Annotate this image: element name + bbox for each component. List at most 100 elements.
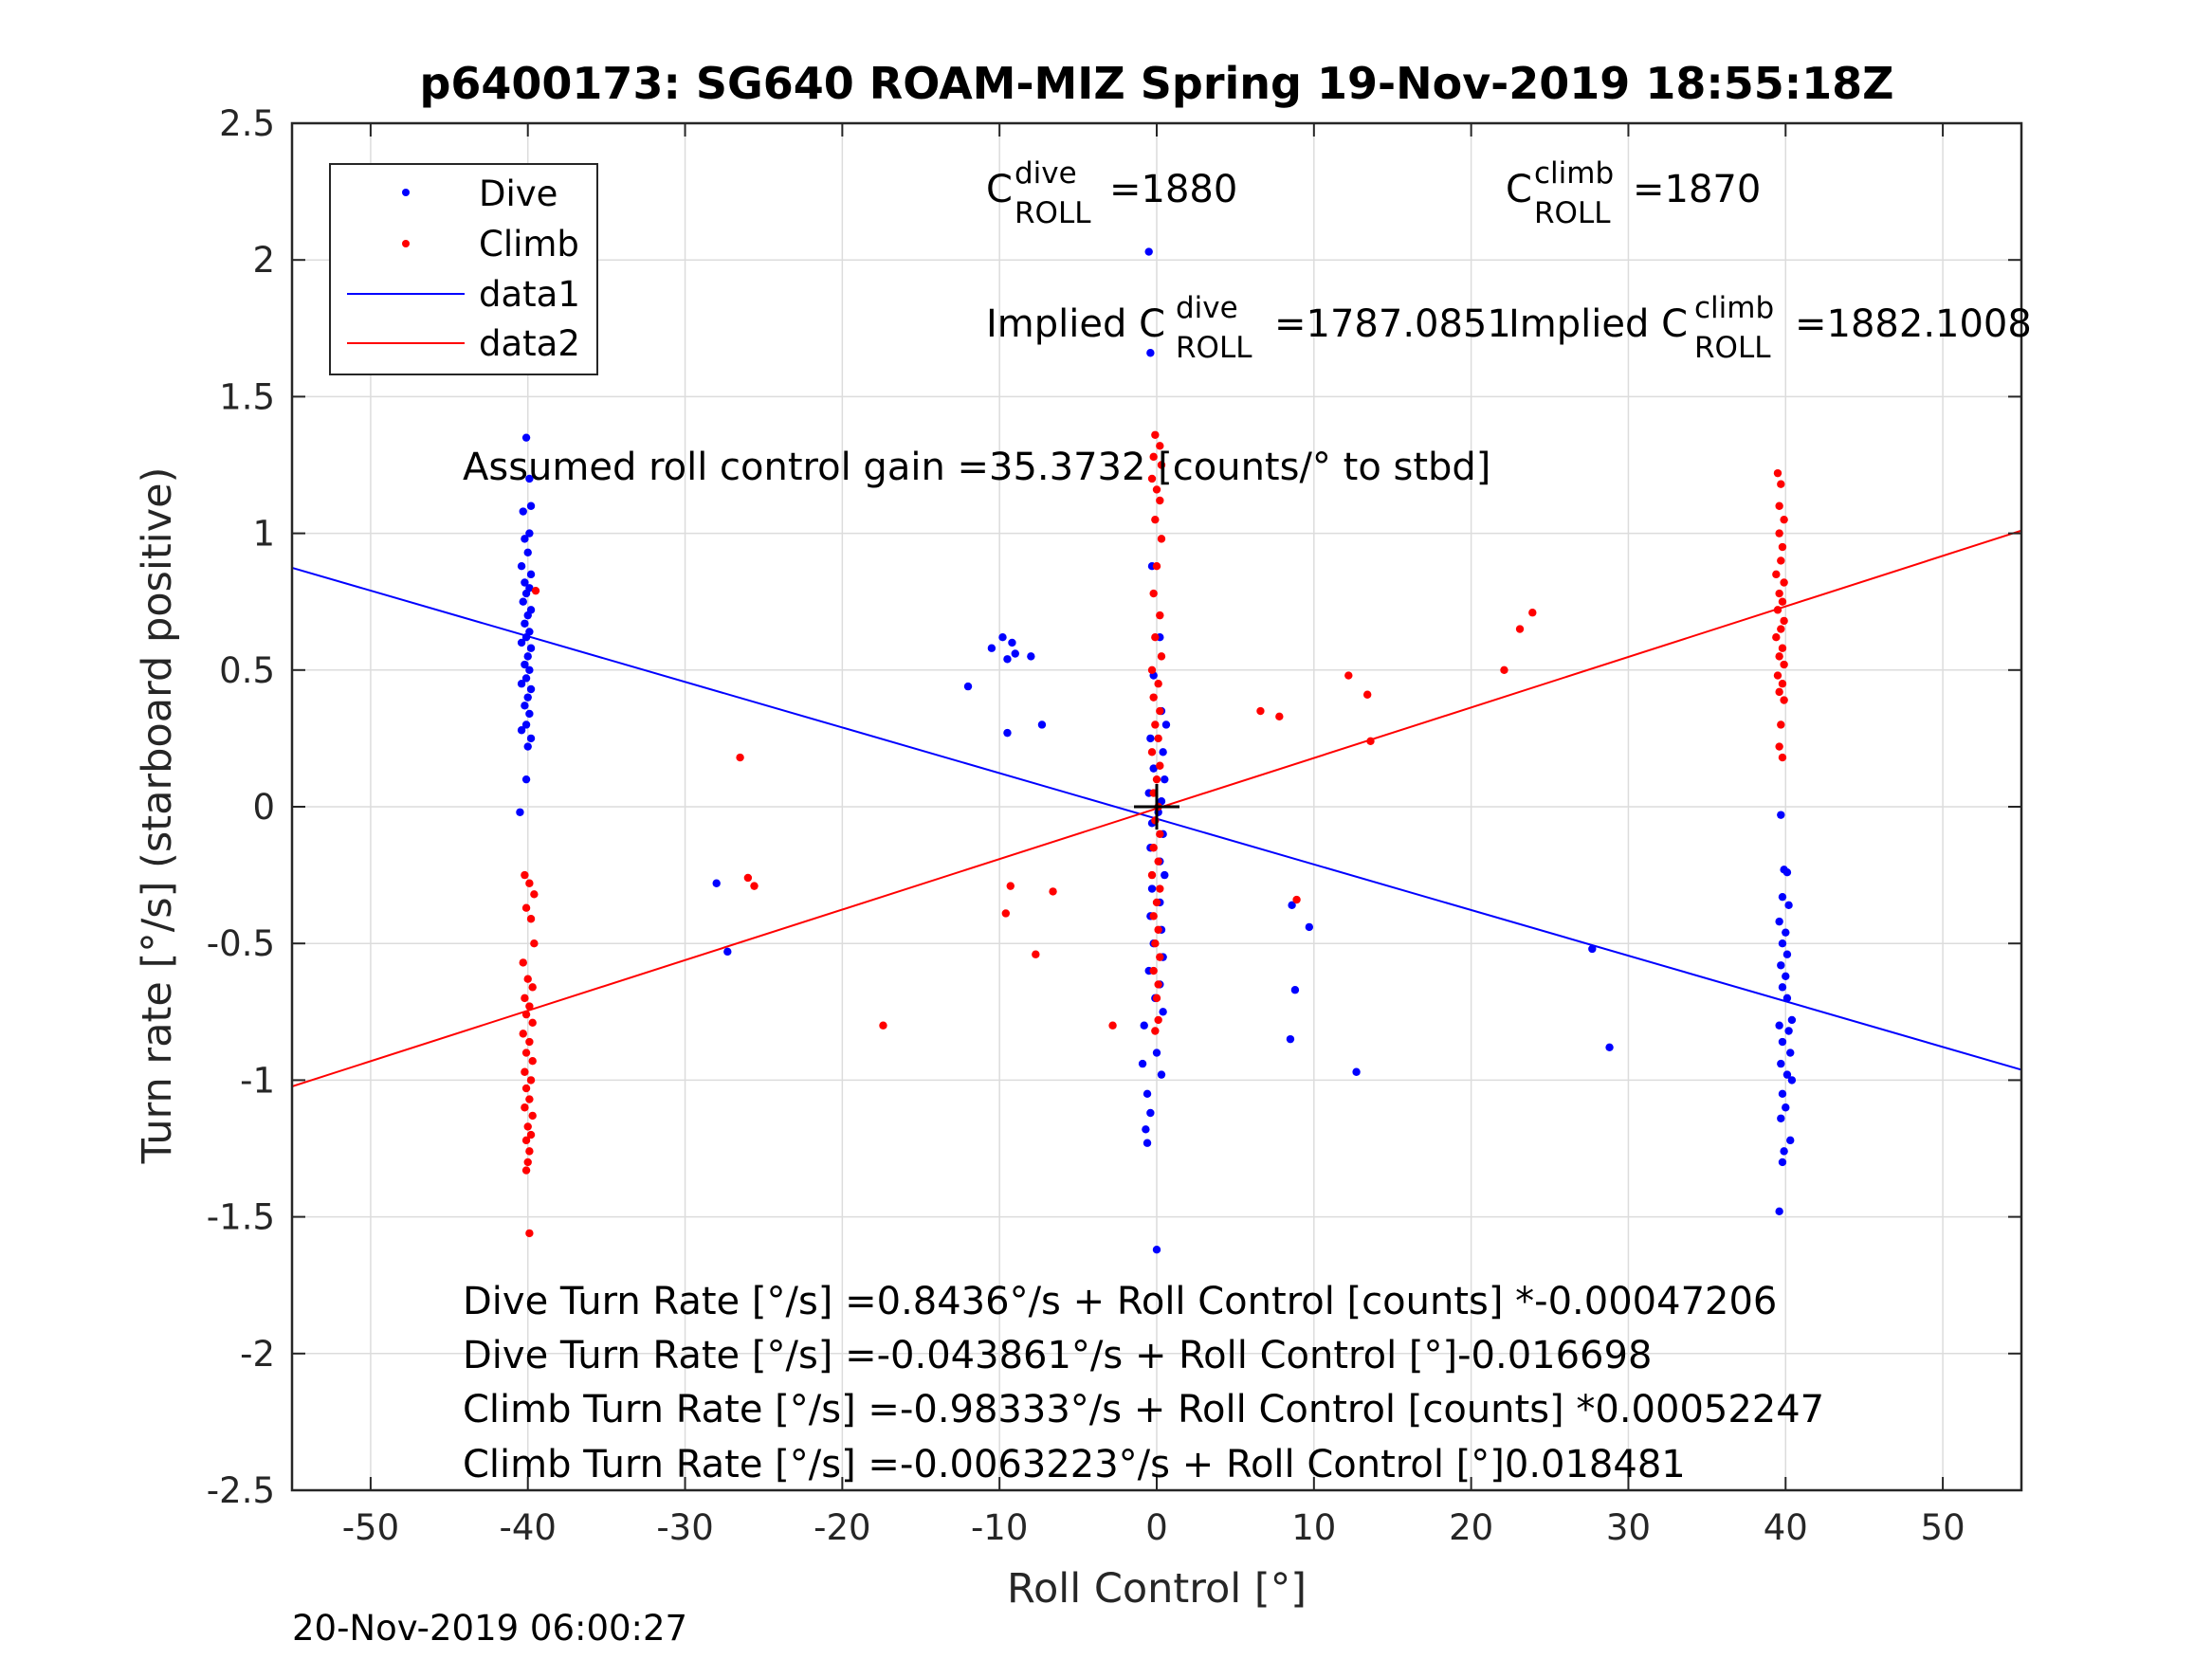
legend-dive-marker (402, 189, 410, 196)
climb-point (1366, 737, 1375, 745)
dive-point (1782, 868, 1792, 877)
climb-point (1154, 734, 1162, 743)
implied-dive-prefix: Implied C (986, 302, 1165, 346)
climb-point (1362, 690, 1372, 699)
dive-point (525, 709, 534, 719)
y-tick-label: 1 (252, 514, 275, 555)
y-tick-label: -2 (240, 1334, 275, 1375)
climb-point (1777, 625, 1785, 633)
climb-point (1049, 887, 1057, 896)
dive-point (1037, 720, 1047, 729)
climb-point (1147, 474, 1157, 483)
dive-point (1775, 1207, 1783, 1216)
dive-point (1782, 1103, 1790, 1112)
dive-point (521, 702, 529, 710)
center-marker (1134, 784, 1179, 830)
climb-point (1151, 939, 1160, 948)
climb-point (1780, 696, 1788, 704)
fit-line-climb-counts: Climb Turn Rate [°/s] =-0.98333°/s + Rol… (463, 1388, 1824, 1431)
climb-point (1147, 665, 1157, 674)
legend-climb-label: Climb (479, 224, 579, 264)
climb-point (1149, 844, 1158, 852)
dive-point (1782, 928, 1790, 937)
dive-point (1152, 1048, 1161, 1057)
dive-point (521, 775, 531, 784)
y-tick-label: 1.5 (219, 376, 275, 417)
climb-point (521, 1166, 531, 1175)
climb-point (1156, 611, 1164, 620)
dive-point (517, 726, 526, 735)
y-tick-label: 2.5 (219, 103, 275, 144)
legend-box (329, 163, 598, 375)
x-tick-label: 50 (1921, 1507, 1965, 1548)
croll-climb-sup: climb (1534, 156, 1614, 191)
climb-point (525, 1037, 534, 1047)
climb-point (1275, 712, 1284, 721)
dive-point (1003, 655, 1012, 664)
climb-point (521, 1067, 529, 1076)
climb-point (1292, 895, 1301, 904)
annotation-croll-climb: C climb ROLL =1870 (1506, 156, 1761, 230)
climb-point (1154, 680, 1162, 688)
dive-point (1008, 638, 1016, 647)
dive-point (1780, 1147, 1788, 1156)
legend-data1-label: data1 (479, 274, 580, 315)
dive-point (1778, 1089, 1787, 1099)
dive-point (525, 665, 534, 674)
croll-dive-value: =1880 (1109, 168, 1237, 211)
implied-climb-sub: ROLL (1694, 331, 1771, 365)
fit-line-dive-degrees: Dive Turn Rate [°/s] =-0.043861°/s + Rol… (463, 1334, 1652, 1377)
climb-point (1775, 529, 1783, 538)
dive-point (1146, 1108, 1155, 1118)
dive-point (519, 597, 527, 606)
implied-climb-sup: climb (1694, 291, 1774, 325)
croll-climb-value: =1870 (1633, 168, 1761, 211)
climb-point (1780, 660, 1788, 669)
x-tick-label: 20 (1449, 1507, 1493, 1548)
climb-point (525, 1095, 534, 1103)
climb-point (1772, 632, 1781, 642)
dive-point (1147, 884, 1157, 893)
climb-point (1515, 625, 1525, 633)
dive-point (1144, 247, 1153, 256)
climb-point (528, 1111, 537, 1121)
climb-point (1778, 680, 1787, 688)
dive-point (1778, 983, 1787, 992)
dive-point (1778, 1158, 1787, 1167)
dive-point (517, 562, 526, 571)
climb-point (1780, 616, 1788, 626)
annotation-croll-dive: C dive ROLL =1880 (986, 156, 1237, 230)
gain-annotation: Assumed roll control gain =35.3732 [coun… (463, 446, 1490, 489)
x-tick-label: 40 (1764, 1507, 1808, 1548)
climb-point (1156, 830, 1164, 839)
x-tick-label: -30 (656, 1507, 713, 1548)
dive-point (1146, 734, 1155, 743)
dive-point (1784, 901, 1793, 910)
x-tick-label: -50 (342, 1507, 399, 1548)
dive-point (526, 684, 536, 694)
fit-line-dive-counts: Dive Turn Rate [°/s] =0.8436°/s + Roll C… (463, 1280, 1777, 1323)
climb-point (1156, 442, 1164, 450)
dive-point (517, 680, 526, 688)
dive-point (1305, 922, 1314, 932)
dive-point (1786, 1048, 1795, 1057)
dive-point (1143, 1089, 1152, 1099)
climb-point (1154, 925, 1162, 934)
climb-point (521, 1136, 531, 1145)
climb-point (1528, 609, 1537, 617)
climb-point (1149, 589, 1158, 598)
x-tick-label: 0 (1145, 1507, 1168, 1548)
dive-point (521, 433, 531, 442)
dive-point (1159, 1008, 1167, 1016)
dive-point (1782, 972, 1790, 981)
dive-point (526, 501, 536, 510)
dive-point (1288, 901, 1296, 910)
legend-data2-label: data2 (479, 323, 580, 364)
dive-point (1146, 349, 1155, 357)
dive-point (1787, 1015, 1797, 1025)
implied-dive-sub: ROLL (1176, 331, 1252, 365)
dive-point (1777, 961, 1785, 970)
climb-point (1151, 632, 1160, 642)
dive-point (1777, 811, 1785, 819)
fit-line-climb-degrees: Climb Turn Rate [°/s] =-0.0063223°/s + R… (463, 1443, 1686, 1486)
